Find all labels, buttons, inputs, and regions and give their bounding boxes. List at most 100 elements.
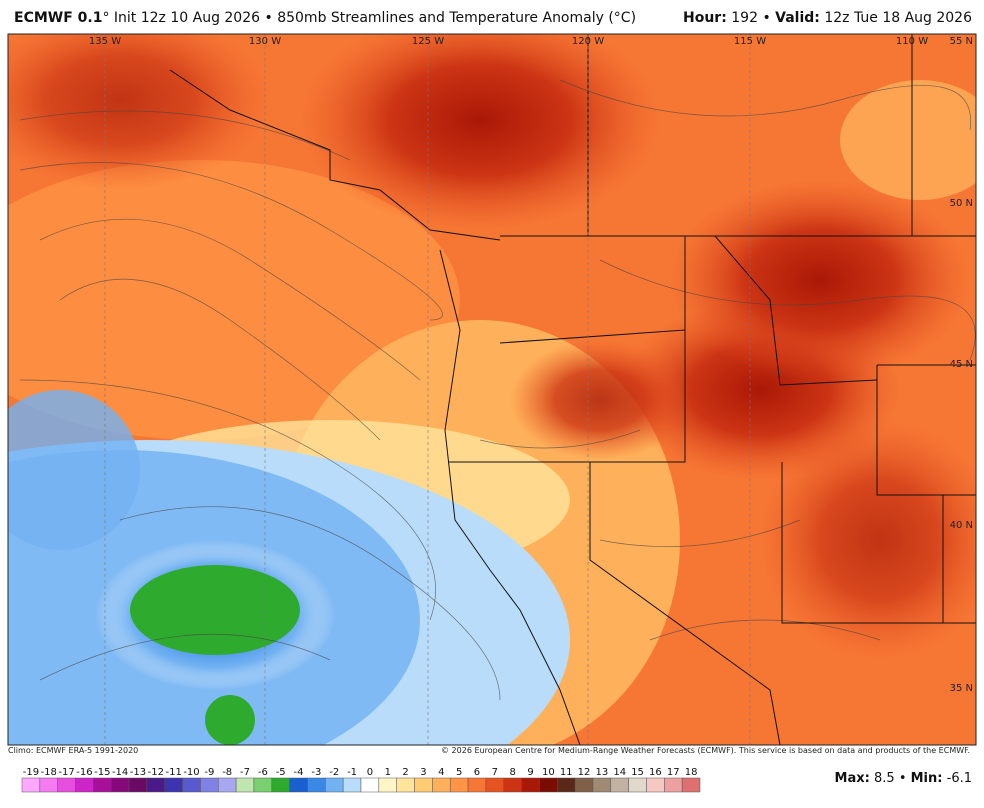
colorbar-label: -14	[112, 767, 128, 778]
colorbar-label: -6	[258, 767, 268, 778]
valid-label: Valid:	[775, 10, 820, 26]
product: 850mb Streamlines and Temperature Anomal…	[277, 10, 637, 26]
colorbar-swatch	[485, 777, 504, 793]
streamlines	[19, 79, 976, 701]
colorbar-swatch	[325, 777, 344, 793]
colorbar-swatch	[396, 777, 415, 793]
colorbar-swatch	[539, 777, 558, 793]
colorbar-swatch	[146, 777, 165, 793]
colorbar-label: -16	[76, 767, 92, 778]
copyright: © 2026 European Centre for Medium-Range …	[441, 746, 970, 755]
colorbar-label: -15	[94, 767, 110, 778]
colorbar-label: 7	[492, 767, 498, 778]
colorbar-swatch	[164, 777, 183, 793]
colorbar-swatch	[414, 777, 433, 793]
hour: 192	[731, 10, 758, 26]
graticule	[104, 34, 751, 745]
colorbar-swatch	[182, 777, 201, 793]
stats: Max: 8.5 • Min: -6.1	[835, 771, 972, 786]
colorbar-label: -12	[148, 767, 164, 778]
colorbar-label: 18	[685, 767, 698, 778]
colorbar-swatch	[681, 777, 701, 793]
colorbar-swatch	[557, 777, 576, 793]
colorbar-label: -10	[183, 767, 199, 778]
colorbar-swatch	[521, 777, 540, 793]
colorbar-label: -19	[23, 767, 39, 778]
colorbar-label: -13	[130, 767, 146, 778]
lat-label: 50 N	[950, 198, 973, 209]
colorbar-label: -9	[204, 767, 214, 778]
colorbar-label: -1	[347, 767, 357, 778]
header-right: Hour: 192 • Valid: 12z Tue 18 Aug 2026	[683, 10, 972, 26]
lon-label: 110 W	[896, 36, 928, 47]
borders	[169, 34, 976, 745]
colorbar-swatch	[467, 777, 487, 793]
colorbar-label: 5	[456, 767, 462, 778]
min: -6.1	[946, 771, 972, 786]
colorbar-label: 17	[667, 767, 680, 778]
lat-label: 35 N	[950, 683, 973, 694]
lat-label: 40 N	[950, 520, 973, 531]
colorbar-label: -2	[329, 767, 339, 778]
colorbar-label: -7	[240, 767, 250, 778]
colorbar-label: 15	[631, 767, 644, 778]
colorbar-swatch	[128, 777, 148, 793]
colorbar-swatch	[449, 777, 469, 793]
colorbar-swatch	[646, 777, 665, 793]
colorbar-label: 3	[420, 767, 426, 778]
colorbar-label: 10	[542, 767, 555, 778]
lon-label: 120 W	[572, 36, 604, 47]
colorbar-swatch	[271, 777, 290, 793]
colorbar-label: 13	[596, 767, 609, 778]
colorbar-swatch	[307, 777, 326, 793]
colorbar-swatch	[432, 777, 451, 793]
colorbar-label: -3	[311, 767, 321, 778]
colorbar-swatch	[574, 777, 594, 793]
max-label: Max:	[834, 771, 870, 786]
lat-label: 45 N	[950, 359, 973, 370]
colorbar-swatch	[39, 777, 58, 793]
colorbar-swatch	[75, 777, 94, 793]
bullet: •	[762, 10, 771, 26]
colorbar-swatch	[110, 777, 130, 793]
lon-label: 125 W	[412, 36, 444, 47]
header-left: ECMWF 0.1° Init 12z 10 Aug 2026 • 850mb …	[14, 10, 636, 26]
colorbar-swatch	[93, 777, 112, 793]
colorbar-swatch	[664, 777, 683, 793]
colorbar-swatch	[378, 777, 397, 793]
colorbar-swatch	[253, 777, 273, 793]
colorbar-swatch	[592, 777, 612, 793]
lon-label: 130 W	[249, 36, 281, 47]
colorbar-label: 11	[560, 767, 573, 778]
colorbar-swatch	[218, 777, 237, 793]
colorbar-label: 1	[385, 767, 391, 778]
colorbar-swatch	[289, 777, 308, 793]
lon-label: 135 W	[89, 36, 121, 47]
min-label: Min:	[910, 771, 943, 786]
colorbar-label: 6	[474, 767, 480, 778]
colorbar-label: 8	[509, 767, 515, 778]
bullet: •	[898, 771, 907, 786]
lat-label: 55 N	[950, 36, 973, 47]
colorbar-label: -17	[58, 767, 74, 778]
colorbar-swatch	[628, 777, 647, 793]
colorbar-swatch	[503, 777, 522, 793]
model: ECMWF 0.1	[14, 10, 103, 26]
colorbar-swatch	[342, 777, 362, 793]
hour-label: Hour:	[682, 10, 727, 26]
colorbar-swatch	[21, 777, 41, 793]
lon-label: 115 W	[734, 36, 766, 47]
colorbar-swatch	[360, 777, 380, 793]
colorbar-swatch	[57, 777, 76, 793]
colorbar-label: 12	[578, 767, 591, 778]
colorbar-label: -5	[276, 767, 286, 778]
colorbar-label: -4	[294, 767, 304, 778]
colorbar-swatch	[610, 777, 629, 793]
valid: 12z Tue 18 Aug 2026	[824, 10, 972, 26]
run: ° Init 12z 10 Aug 2026	[102, 10, 261, 26]
climo: Climo: ECMWF ERA-5 1991-2020	[8, 746, 139, 755]
bullet: •	[264, 10, 273, 26]
colorbar-label: -18	[41, 767, 57, 778]
